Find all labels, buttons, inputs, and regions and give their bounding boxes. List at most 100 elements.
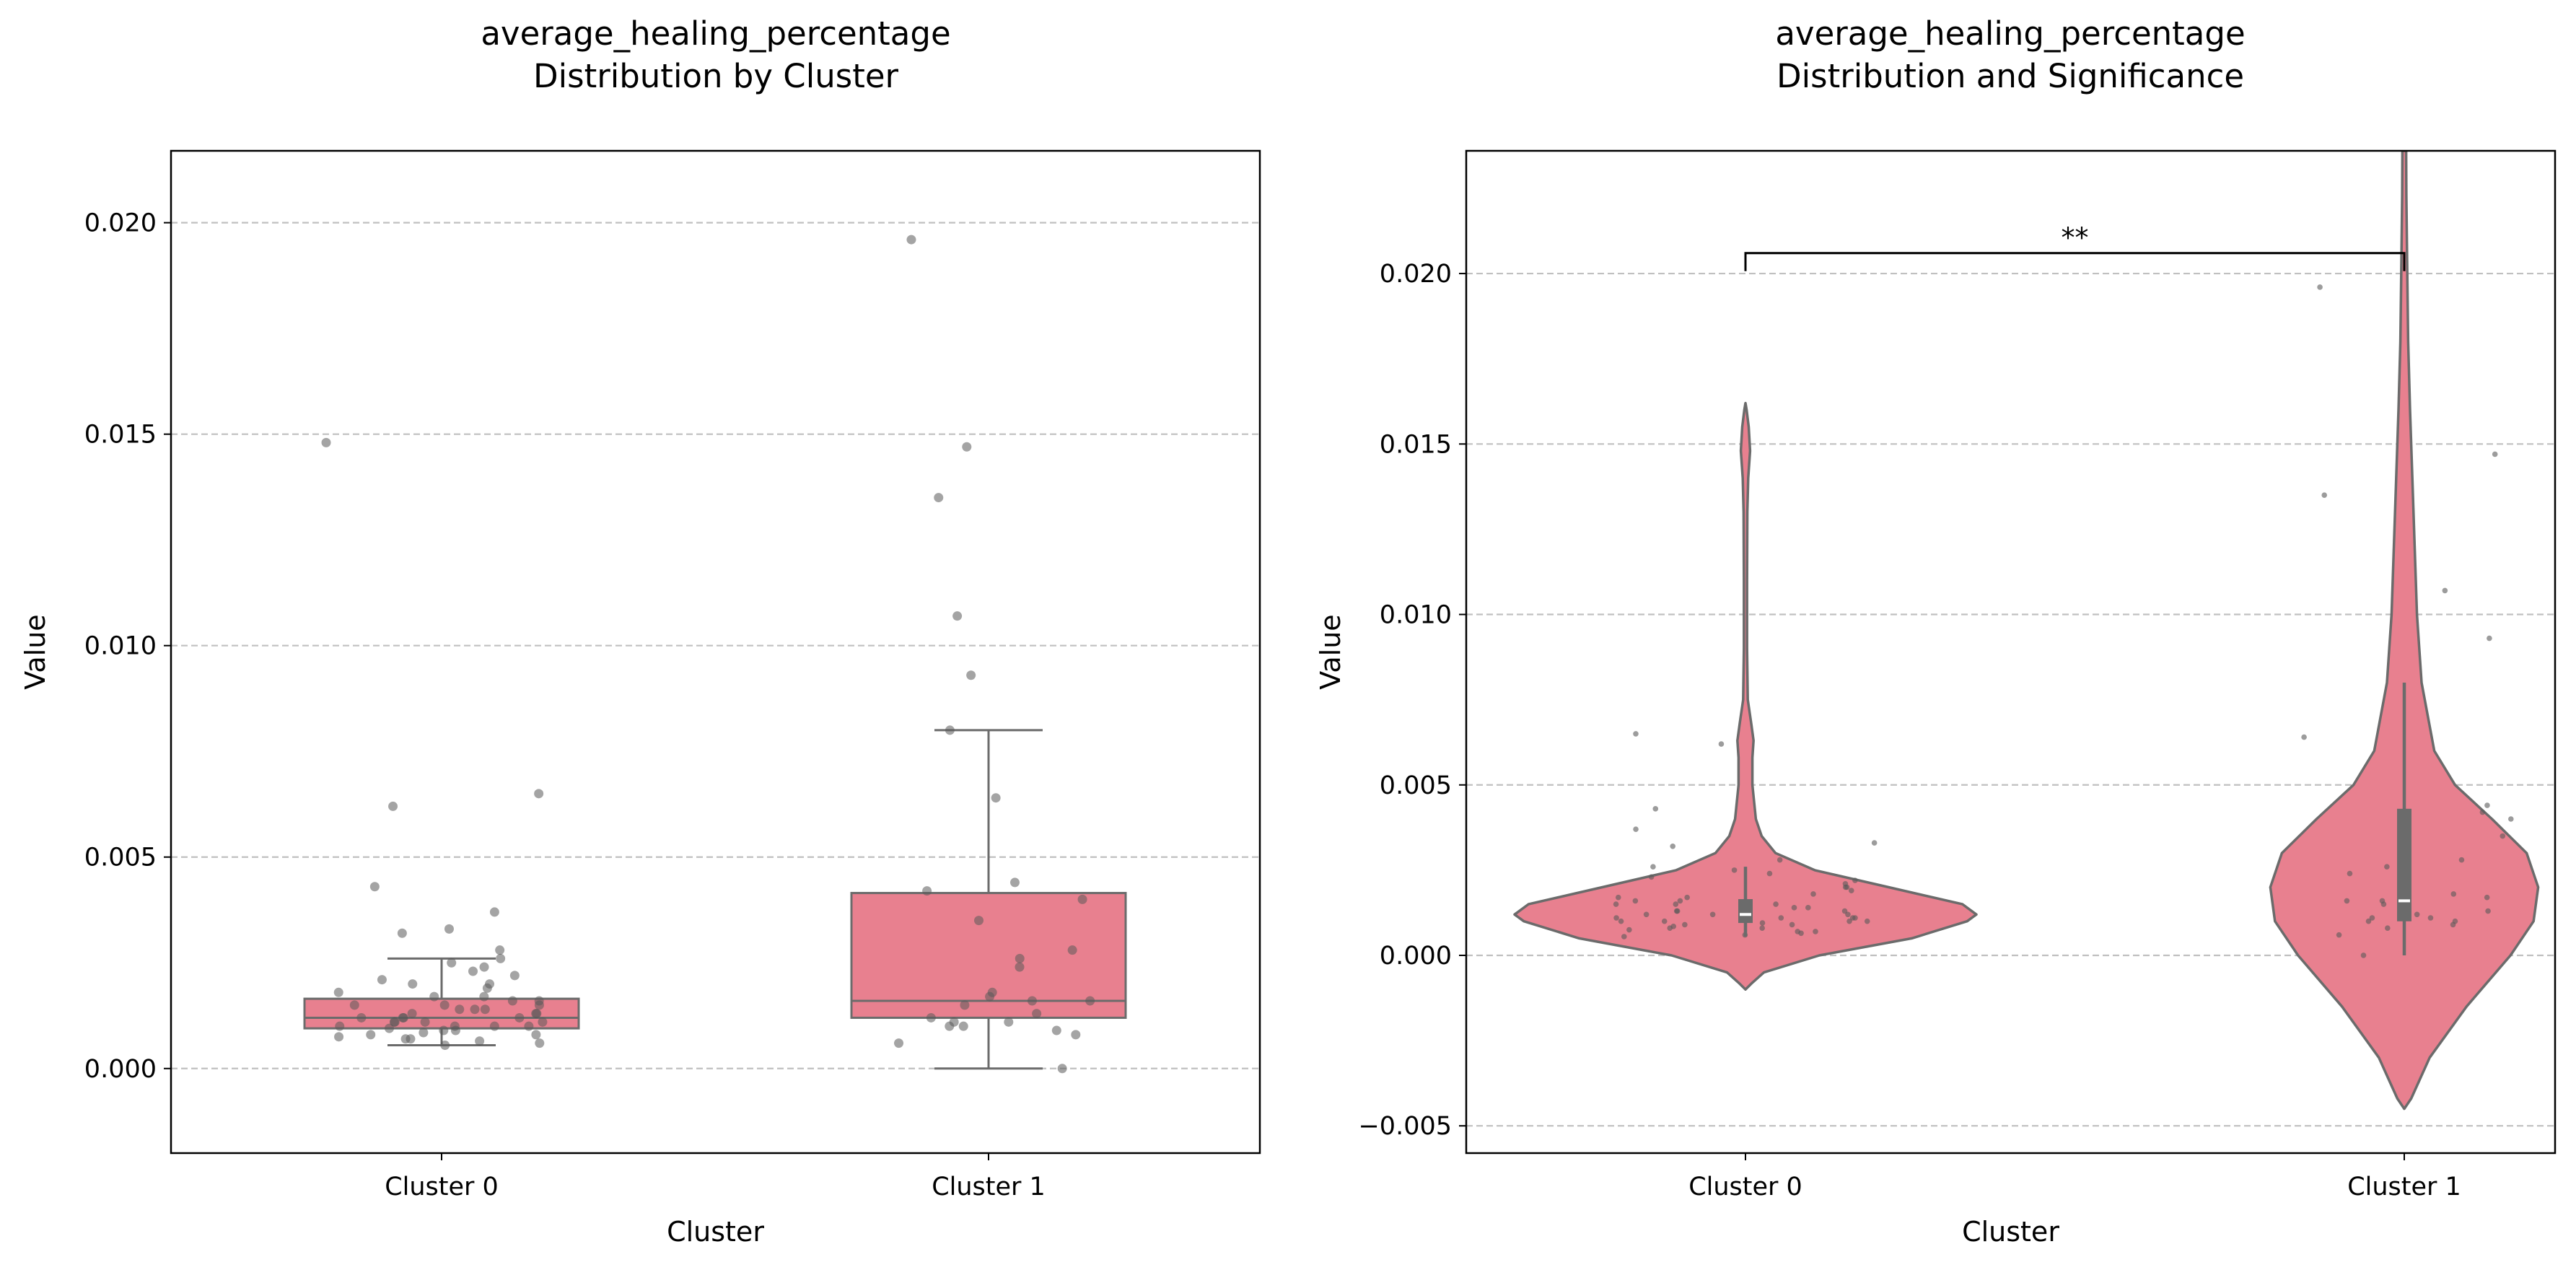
data-point [1852,915,1858,921]
data-point [349,1000,359,1010]
axes-frame [170,149,1261,1155]
data-point [447,958,457,968]
data-point [1071,1030,1081,1040]
data-point [475,1036,485,1046]
y-axis-label: Value [1315,614,1346,689]
data-point [440,1041,450,1051]
data-point [509,971,520,981]
data-point [952,611,963,621]
x-tick-label: Cluster 0 [1688,1173,1802,1201]
data-point [1670,843,1676,849]
data-point [2321,492,2328,498]
data-point [1852,877,1858,883]
data-point [1846,918,1852,924]
data-point [2500,833,2506,839]
data-point [470,1004,480,1015]
y-tick-label: 0.015 [84,421,157,450]
data-point [2442,587,2448,594]
data-point [398,1012,408,1022]
data-point [334,1032,344,1042]
violin-body [1513,401,1978,991]
data-point [1848,888,1854,894]
data-point [1759,920,1766,926]
data-point [1709,911,1716,918]
y-tick-label: 0.020 [1380,260,1452,289]
data-point [1652,806,1659,812]
data-point [482,983,492,993]
data-point [444,924,454,934]
data-point [496,953,506,963]
data-point [535,1038,545,1048]
data-point [1015,953,1025,963]
data-point [455,1004,465,1015]
data-point [1650,864,1656,870]
y-tick-label: 0.010 [1380,601,1452,630]
data-point [419,1028,429,1038]
data-point [2508,816,2514,822]
data-point [1613,901,1619,907]
data-point [2360,952,2367,958]
y-axis-label: Value [19,614,51,689]
data-point [400,1034,411,1044]
y-tick-label: 0.015 [1380,430,1452,459]
data-point [934,493,944,503]
y-tick-label: 0.000 [84,1055,157,1084]
data-point [450,1025,460,1035]
data-point [1632,898,1639,904]
data-point [945,725,955,735]
data-point [439,1000,450,1010]
data-point [321,437,331,447]
data-point [1673,901,1679,907]
x-axis-label: Cluster [1962,1216,2059,1248]
data-point [926,1012,936,1022]
data-point [1015,962,1025,972]
data-point [1633,826,1639,832]
data-point [2450,921,2456,928]
data-point [468,966,478,976]
data-point [1871,840,1878,846]
data-point [2380,901,2387,907]
data-point [1778,915,1784,921]
data-point [906,235,916,245]
data-point [2485,908,2491,914]
data-point [1773,901,1779,907]
y-tick-label: −0.005 [1358,1112,1452,1141]
data-point [1027,996,1037,1006]
data-point [1777,857,1783,863]
data-point [356,1012,367,1022]
data-point [1057,1064,1067,1074]
data-point [2347,870,2353,877]
data-point [1626,927,1632,933]
data-point [1077,894,1087,904]
data-point [1845,911,1851,918]
y-tick-label: 0.000 [1380,942,1452,971]
data-point [1613,915,1619,921]
data-point [2344,898,2350,904]
data-point [479,991,489,1002]
data-point [922,886,932,896]
data-point [966,670,976,680]
data-point [1718,741,1725,747]
data-point [974,916,984,926]
data-point [534,1000,544,1010]
data-point [429,991,439,1002]
data-point [495,945,505,955]
data-point [385,1023,395,1033]
data-point [1661,918,1668,924]
data-point [2487,635,2492,641]
data-point [894,1038,904,1048]
x-tick-label: Cluster 0 [385,1173,499,1201]
y-tick-label: 0.010 [84,632,157,661]
data-point [1682,921,1688,928]
data-point [960,1000,970,1010]
data-point [335,1021,345,1031]
data-point [1004,1017,1014,1027]
data-point [1731,867,1738,873]
data-point [2484,802,2490,808]
data-point [531,1030,541,1040]
data-point [1673,908,1680,914]
y-tick-label: 0.005 [1380,771,1452,800]
data-point [507,996,517,1006]
data-point [489,1021,499,1031]
data-point [2484,894,2490,901]
